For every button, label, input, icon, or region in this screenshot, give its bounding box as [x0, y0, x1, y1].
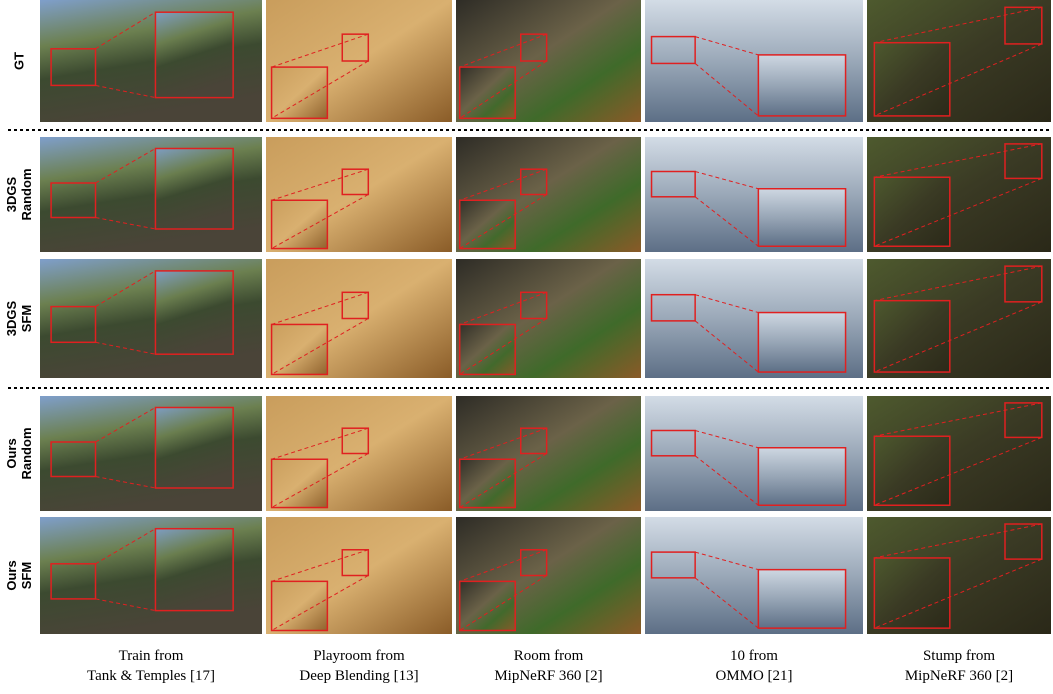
- zoom-inset: [758, 189, 845, 247]
- row-label: SFM: [19, 305, 34, 332]
- zoom-inset: [155, 271, 233, 354]
- column-caption: Tank & Temples [17]: [87, 668, 215, 684]
- row-label: Random: [19, 169, 34, 221]
- row-label: 3DGS: [4, 300, 19, 336]
- row-label: Random: [19, 428, 34, 480]
- zoom-inset: [460, 67, 516, 118]
- zoom-inset: [460, 200, 516, 248]
- column-caption: Train from: [119, 648, 184, 664]
- column-caption: Playroom from: [313, 648, 405, 664]
- zoom-inset: [460, 324, 516, 374]
- zoom-inset: [272, 459, 328, 507]
- zoom-inset: [874, 301, 949, 372]
- zoom-inset: [874, 558, 949, 628]
- row-label: 3DGS: [4, 176, 19, 212]
- zoom-inset: [874, 43, 949, 116]
- row-label: SFM: [19, 562, 34, 589]
- zoom-inset: [272, 67, 328, 118]
- zoom-inset: [272, 200, 328, 248]
- column-caption: MipNeRF 360 [2]: [905, 668, 1013, 684]
- row-label: Ours: [4, 560, 19, 590]
- zoom-inset: [460, 581, 516, 630]
- column-caption: 10 from: [730, 648, 778, 664]
- column-caption: Room from: [514, 648, 584, 664]
- zoom-inset: [758, 448, 845, 506]
- zoom-inset: [272, 581, 328, 630]
- zoom-inset: [155, 12, 233, 97]
- zoom-inset: [155, 149, 233, 230]
- zoom-inset: [758, 570, 845, 629]
- column-caption: Deep Blending [13]: [299, 668, 418, 684]
- zoom-inset: [155, 529, 233, 611]
- zoom-inset: [874, 177, 949, 246]
- column-caption: MipNeRF 360 [2]: [494, 668, 602, 684]
- zoom-inset: [758, 55, 845, 116]
- column-caption: OMMO [21]: [715, 668, 792, 684]
- zoom-inset: [272, 324, 328, 374]
- figure: GT3DGSRandom3DGSSFMOursRandomOursSFMTrai…: [0, 0, 1053, 694]
- column-caption: Stump from: [923, 648, 995, 664]
- row-label: GT: [11, 52, 26, 70]
- zoom-inset: [460, 459, 516, 507]
- zoom-inset: [758, 313, 845, 373]
- row-label: Ours: [4, 438, 19, 468]
- zoom-inset: [155, 408, 233, 489]
- zoom-inset: [874, 436, 949, 505]
